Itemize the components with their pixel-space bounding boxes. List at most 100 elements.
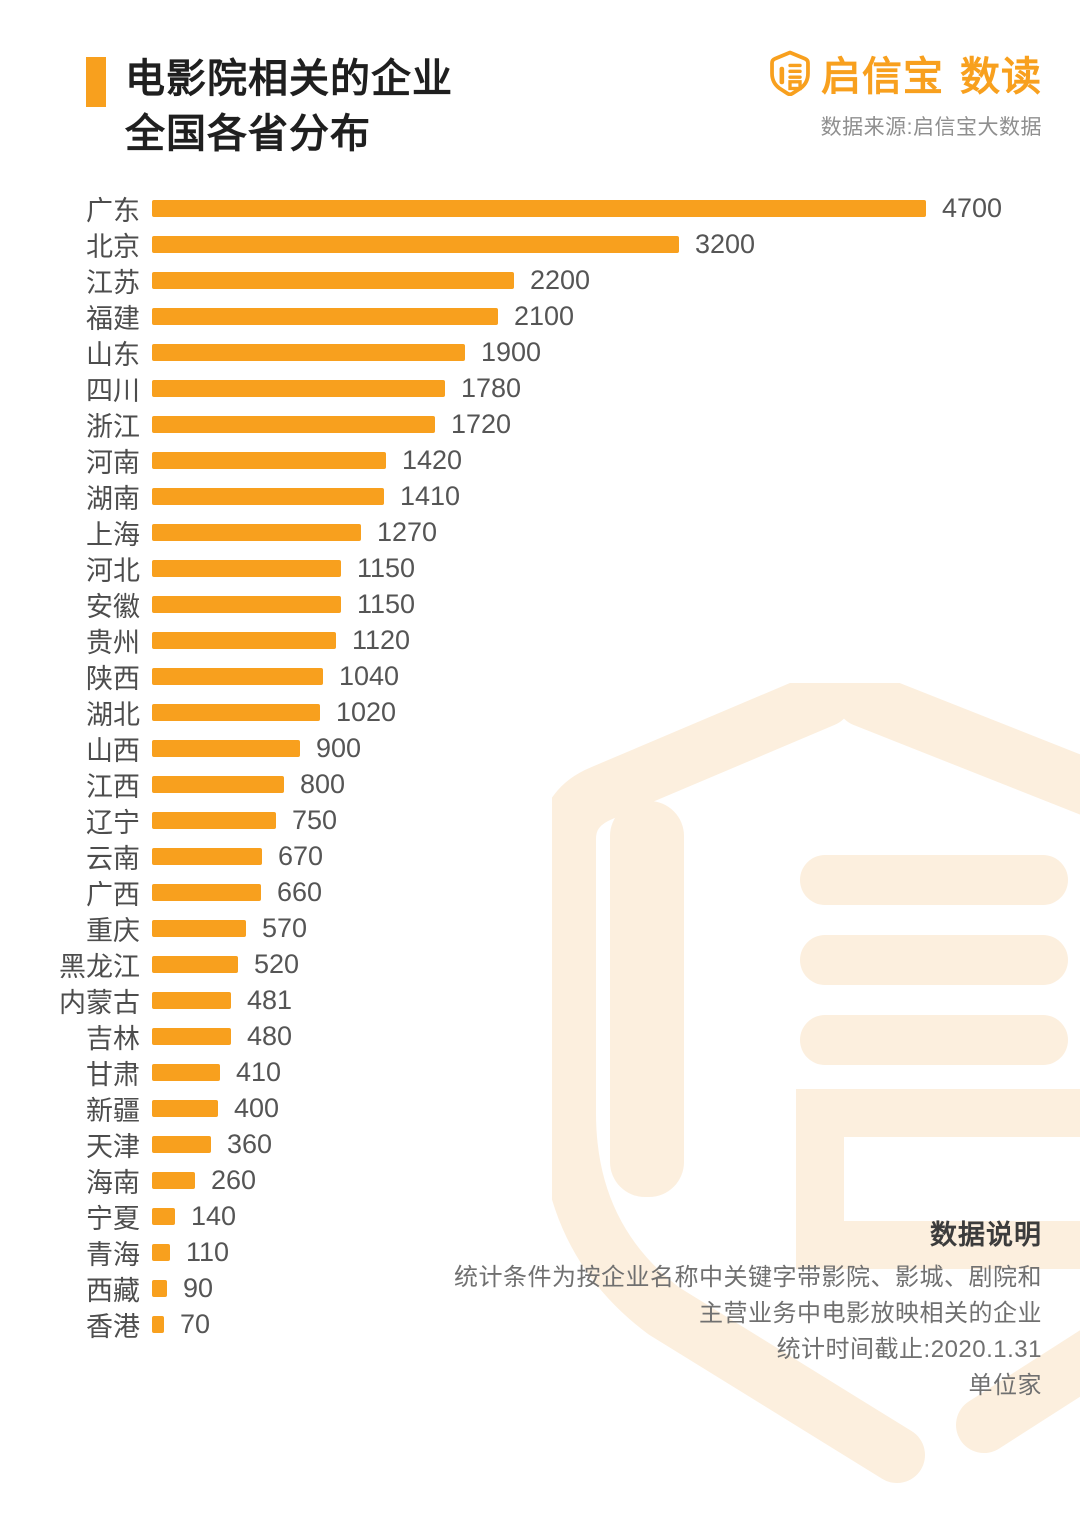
province-label: 青海 [86, 1239, 140, 1270]
bar [152, 415, 435, 433]
value-label: 1410 [400, 480, 461, 511]
brand-row: 启信宝 数读 [769, 44, 1042, 102]
province-label: 河南 [86, 447, 140, 478]
bar-row: 山西 900 [0, 730, 1080, 766]
value-label: 660 [277, 876, 323, 907]
bar [152, 595, 341, 613]
value-label: 110 [186, 1236, 230, 1267]
bar [152, 1099, 218, 1117]
province-label: 广西 [86, 879, 140, 910]
bar [152, 1027, 231, 1045]
value-label: 750 [292, 804, 338, 835]
bar-row: 内蒙古 481 [0, 982, 1080, 1018]
bar-row: 江西 800 [0, 766, 1080, 802]
bar [152, 1171, 195, 1189]
value-label: 2200 [530, 264, 591, 295]
bar-row: 湖北 1020 [0, 694, 1080, 730]
bar-row: 西藏 90 [0, 1270, 1080, 1306]
brand-name: 启信宝 [821, 55, 944, 99]
value-label: 1900 [481, 336, 542, 367]
province-label: 内蒙古 [59, 987, 140, 1018]
page-title: 电影院相关的企业 全国各省分布 [86, 52, 453, 162]
bar-row: 河北 1150 [0, 550, 1080, 586]
bar-row: 海南 260 [0, 1162, 1080, 1198]
title-line-1: 电影院相关的企业 [125, 57, 453, 101]
bar-row: 福建 2100 [0, 298, 1080, 334]
bar [152, 847, 262, 865]
value-label: 400 [234, 1092, 280, 1123]
bar-row: 吉林 480 [0, 1018, 1080, 1054]
value-label: 1150 [357, 552, 416, 583]
value-label: 3200 [695, 228, 756, 259]
value-label: 4700 [942, 192, 1003, 223]
bar-row: 上海 1270 [0, 514, 1080, 550]
bar [152, 1243, 170, 1261]
qixinbao-shield-logo-icon [770, 50, 810, 96]
bar-row: 宁夏 140 [0, 1198, 1080, 1234]
notes-heading: 数据说明 [930, 1220, 1042, 1250]
value-label: 1120 [352, 624, 411, 655]
bar [152, 991, 231, 1009]
bar-row: 北京 3200 [0, 226, 1080, 262]
title-accent-bar [86, 57, 106, 107]
bar-chart: 广东 4700 北京 3200 江苏 2200 福建 2100 山东 1900 … [0, 190, 1080, 1342]
bar-row: 江苏 2200 [0, 262, 1080, 298]
bar-row: 辽宁 750 [0, 802, 1080, 838]
value-label: 140 [191, 1200, 237, 1231]
bar [152, 1279, 167, 1297]
title-text: 电影院相关的企业 全国各省分布 [125, 52, 453, 162]
province-label: 陕西 [86, 663, 140, 694]
province-label: 江苏 [86, 267, 140, 298]
bar-row: 山东 1900 [0, 334, 1080, 370]
bar [152, 1063, 220, 1081]
province-label: 山西 [86, 735, 140, 766]
bar [152, 955, 238, 973]
bar-row: 贵州 1120 [0, 622, 1080, 658]
bar [152, 343, 465, 361]
bar [152, 271, 514, 289]
province-label: 浙江 [86, 411, 140, 442]
province-label: 甘肃 [86, 1059, 140, 1090]
province-label: 宁夏 [86, 1203, 140, 1234]
province-label: 新疆 [86, 1095, 140, 1126]
value-label: 90 [183, 1272, 214, 1303]
province-label: 湖南 [86, 483, 140, 514]
value-label: 800 [300, 768, 346, 799]
province-label: 河北 [86, 555, 140, 586]
value-label: 360 [227, 1128, 273, 1159]
bar-row: 广东 4700 [0, 190, 1080, 226]
bar [152, 451, 386, 469]
data-notes: 数据说明 统计条件为按企业名称中关键字带影院、影城、剧院和 主营业务中电影放映相… [454, 1213, 1042, 1404]
province-label: 辽宁 [86, 807, 140, 838]
bar-row: 黑龙江 520 [0, 946, 1080, 982]
bar-row: 广西 660 [0, 874, 1080, 910]
brand-block: 启信宝 数读 数据来源:启信宝大数据 [769, 44, 1042, 141]
value-label: 2100 [514, 300, 575, 331]
bar [152, 199, 926, 217]
province-label: 广东 [86, 195, 140, 226]
province-label: 贵州 [86, 627, 140, 658]
qixinbao-shield-watermark-icon [552, 683, 1080, 1483]
notes-line-3: 统计时间截止:2020.1.31 [776, 1336, 1042, 1363]
title-line-2: 全国各省分布 [125, 112, 371, 156]
value-label: 570 [262, 912, 308, 943]
value-label: 410 [236, 1056, 282, 1087]
bar [152, 559, 341, 577]
bar [152, 667, 323, 685]
province-label: 安徽 [86, 591, 140, 622]
bar [152, 883, 261, 901]
province-label: 山东 [86, 339, 140, 370]
value-label: 520 [254, 948, 300, 979]
value-label: 1020 [336, 696, 397, 727]
bar [152, 1315, 164, 1333]
province-label: 重庆 [86, 915, 140, 946]
bar-row: 重庆 570 [0, 910, 1080, 946]
bar [152, 307, 498, 325]
bar-row: 安徽 1150 [0, 586, 1080, 622]
bar [152, 631, 336, 649]
bar-row: 香港 70 [0, 1306, 1080, 1342]
value-label: 480 [247, 1020, 293, 1051]
value-label: 1720 [451, 408, 512, 439]
value-label: 70 [180, 1308, 211, 1339]
value-label: 670 [278, 840, 324, 871]
